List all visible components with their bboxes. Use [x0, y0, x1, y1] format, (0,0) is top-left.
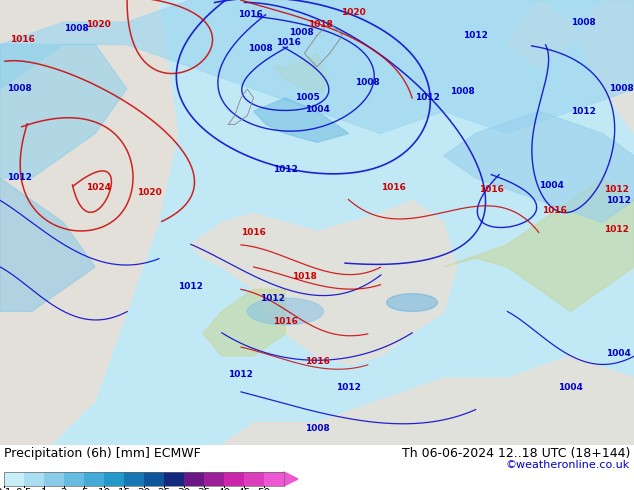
Text: 1008: 1008: [450, 87, 476, 96]
Bar: [204, 472, 224, 486]
Text: 1018: 1018: [292, 272, 317, 281]
Text: 1004: 1004: [558, 384, 583, 392]
Bar: [104, 472, 124, 486]
Bar: [24, 472, 44, 486]
Bar: [64, 472, 84, 486]
Text: 1004: 1004: [539, 181, 564, 191]
Text: 1004: 1004: [605, 349, 631, 358]
Text: Precipitation (6h) [mm] ECMWF: Precipitation (6h) [mm] ECMWF: [4, 447, 201, 460]
Text: 20: 20: [138, 488, 150, 490]
Text: 2: 2: [61, 488, 67, 490]
Text: 1016: 1016: [238, 10, 263, 19]
Text: 1016: 1016: [10, 35, 35, 44]
Text: 10: 10: [98, 488, 110, 490]
Text: 25: 25: [157, 488, 171, 490]
Bar: [144, 472, 164, 486]
Bar: [44, 472, 64, 486]
Text: 1012: 1012: [6, 173, 32, 182]
Text: 1024: 1024: [86, 183, 111, 192]
Text: 1012: 1012: [415, 94, 441, 102]
Text: 1004: 1004: [304, 104, 330, 114]
Text: 1012: 1012: [463, 31, 488, 40]
Text: 1016: 1016: [273, 317, 298, 326]
Text: 45: 45: [237, 488, 250, 490]
Text: 1008: 1008: [247, 45, 273, 53]
Text: 1020: 1020: [136, 188, 162, 196]
Text: 35: 35: [197, 488, 210, 490]
Text: 50: 50: [257, 488, 271, 490]
Text: 1016: 1016: [542, 205, 567, 215]
Polygon shape: [190, 200, 456, 365]
Polygon shape: [444, 178, 634, 312]
Bar: [164, 472, 184, 486]
Text: 1: 1: [41, 488, 48, 490]
Bar: [184, 472, 204, 486]
Text: 0.5: 0.5: [16, 488, 32, 490]
Polygon shape: [273, 53, 330, 98]
Polygon shape: [0, 0, 634, 133]
Text: 40: 40: [217, 488, 231, 490]
Ellipse shape: [387, 294, 437, 312]
Text: 1012: 1012: [273, 165, 298, 173]
Text: 1012: 1012: [336, 384, 361, 392]
Bar: [4, 472, 24, 486]
Text: 1008: 1008: [609, 84, 634, 94]
Text: 1012: 1012: [260, 294, 285, 303]
Polygon shape: [203, 289, 285, 356]
Text: 1008: 1008: [6, 84, 32, 94]
Text: 1020: 1020: [86, 20, 111, 29]
Text: 1018: 1018: [307, 20, 333, 29]
Text: 1020: 1020: [341, 8, 366, 17]
Text: 1008: 1008: [355, 78, 380, 87]
Text: 1005: 1005: [295, 94, 320, 102]
Text: 1008: 1008: [288, 27, 314, 37]
Polygon shape: [284, 472, 298, 486]
Text: ©weatheronline.co.uk: ©weatheronline.co.uk: [506, 460, 630, 470]
Text: 1016: 1016: [304, 357, 330, 366]
Polygon shape: [444, 111, 634, 222]
Text: 1012: 1012: [571, 107, 596, 116]
Text: 0.1: 0.1: [0, 488, 12, 490]
Bar: [224, 472, 244, 486]
Bar: [4, 472, 284, 486]
Text: 1016: 1016: [380, 183, 406, 192]
Ellipse shape: [247, 298, 323, 325]
Text: 1008: 1008: [304, 423, 330, 433]
Text: 15: 15: [117, 488, 131, 490]
Bar: [244, 472, 264, 486]
Text: 1016: 1016: [276, 38, 301, 47]
Text: 1012: 1012: [605, 196, 631, 205]
Text: 1008: 1008: [63, 24, 89, 33]
Text: Th 06-06-2024 12..18 UTC (18+144): Th 06-06-2024 12..18 UTC (18+144): [401, 447, 630, 460]
Polygon shape: [0, 178, 95, 312]
Polygon shape: [507, 0, 634, 133]
Bar: [124, 472, 144, 486]
Bar: [264, 472, 284, 486]
Polygon shape: [0, 0, 178, 445]
Bar: [84, 472, 104, 486]
Text: 1012: 1012: [604, 185, 629, 194]
Text: 1016: 1016: [479, 185, 504, 194]
Text: 1012: 1012: [604, 224, 629, 234]
Text: 5: 5: [81, 488, 87, 490]
Text: 1012: 1012: [228, 370, 254, 379]
Polygon shape: [0, 45, 127, 178]
Text: 1008: 1008: [571, 18, 596, 27]
Polygon shape: [254, 98, 349, 143]
Text: 1012: 1012: [178, 282, 203, 292]
Text: 1016: 1016: [241, 228, 266, 237]
Text: 30: 30: [178, 488, 191, 490]
Polygon shape: [222, 356, 634, 445]
